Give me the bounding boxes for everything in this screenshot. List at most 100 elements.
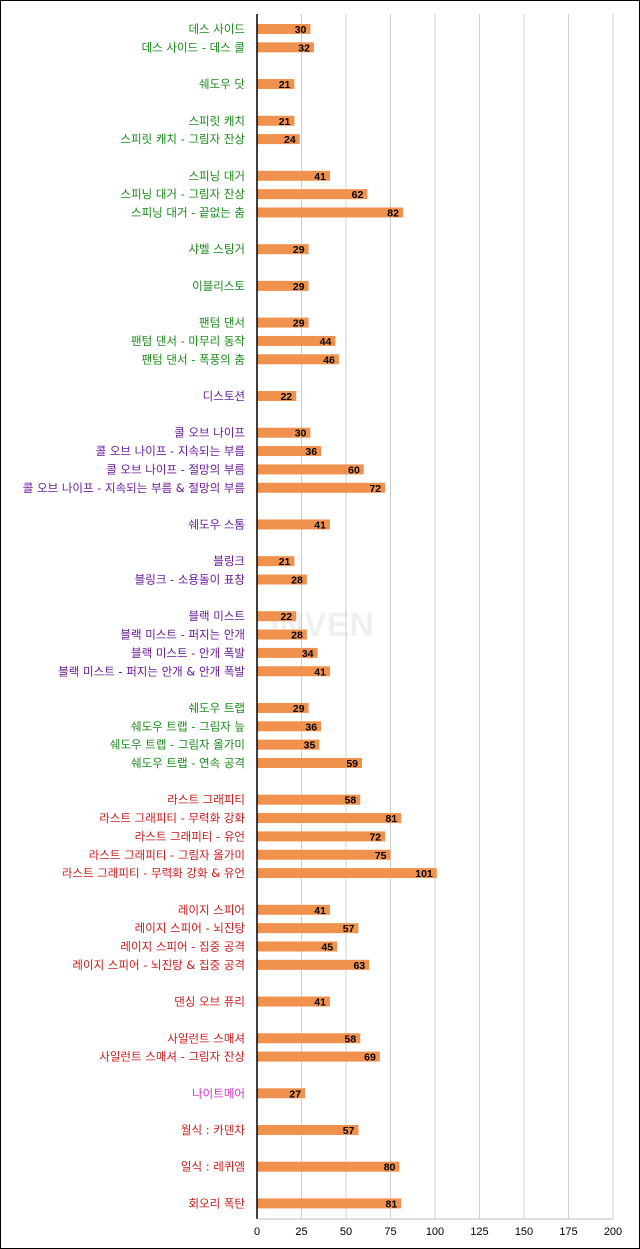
category-label: 라스트 그래피티 - 무력화 강화: [99, 811, 245, 825]
bar: [257, 1051, 380, 1062]
bar: [257, 280, 309, 291]
category-label: 스피닝 대거: [188, 169, 245, 183]
bar-value-label: 41: [314, 171, 326, 183]
bar-value-label: 24: [284, 134, 296, 146]
gridlines: [301, 14, 614, 1219]
category-label: 블랙 미스트 - 퍼지는 안개: [120, 628, 245, 642]
bar: [257, 1125, 359, 1135]
bar: [257, 1161, 400, 1172]
bar-value-label: 82: [387, 208, 399, 220]
bar-value-label: 22: [280, 611, 292, 623]
bar: [257, 1198, 402, 1209]
bar-value-label: 35: [304, 740, 316, 752]
category-label: 레이지 스피어 - 집중 공격: [120, 940, 245, 954]
category-label: 콜 오브 나이프: [174, 426, 245, 440]
x-tick-label: 25: [295, 1226, 307, 1238]
bar-value-label: 30: [295, 428, 307, 440]
category-label: 쉐도우 트랩 - 그림자 늪: [131, 719, 245, 733]
category-label: 콜 오브 나이프 - 지속되는 부름 & 절망의 부름: [23, 481, 245, 495]
category-label: 스피릿 캐치 - 그림자 잔상: [120, 132, 245, 146]
bar-value-label: 41: [314, 905, 326, 917]
bar-value-label: 29: [293, 318, 305, 330]
bar: [257, 758, 363, 768]
bar-value-label: 59: [346, 758, 358, 770]
bar-value-label: 41: [314, 519, 326, 531]
category-label: 블랙 미스트 - 안개 폭발: [131, 646, 245, 660]
bar: [257, 464, 364, 475]
bar: [257, 556, 295, 567]
bar: [257, 996, 330, 1007]
bar-value-label: 72: [369, 483, 381, 495]
bar: [257, 519, 330, 530]
bar: [257, 170, 330, 181]
bar-value-label: 41: [314, 666, 326, 678]
x-tick-label: 125: [470, 1226, 488, 1238]
bar-value-label: 21: [279, 79, 291, 91]
bar: [257, 813, 402, 824]
bar: [257, 354, 339, 365]
bar: [257, 42, 314, 53]
category-label: 사일런트 스매셔 - 그림자 잔상: [99, 1050, 245, 1064]
bar: [257, 923, 359, 934]
bar-value-label: 57: [343, 923, 355, 935]
bar: [257, 959, 370, 970]
category-label: 팬텀 댄서 - 마무리 동작: [131, 334, 245, 348]
category-label: 데스 사이드: [188, 22, 245, 36]
bar: [257, 629, 307, 640]
bar-value-label: 28: [291, 575, 303, 587]
x-tick-label: 50: [340, 1226, 352, 1238]
bar-value-label: 60: [348, 464, 360, 476]
x-tick-label: 150: [515, 1226, 533, 1238]
bar-value-label: 30: [295, 24, 307, 36]
category-label: 블링크: [213, 554, 245, 568]
bar-value-label: 29: [293, 244, 305, 256]
category-label: 콜 오브 나이프 - 지속되는 부름: [96, 444, 245, 458]
bar: [257, 1088, 306, 1099]
bar-value-label: 57: [343, 1125, 355, 1137]
bar: [257, 482, 386, 493]
bar-value-label: 80: [384, 1162, 396, 1174]
category-label: 월식 : 카덴차: [181, 1123, 246, 1137]
bar: [257, 335, 336, 346]
category-label: 사일런트 스매셔: [167, 1031, 245, 1045]
bar: [257, 427, 311, 438]
category-label: 댄싱 오브 퓨리: [174, 995, 245, 1009]
x-tick-label: 0: [254, 1226, 260, 1238]
bar-value-label: 36: [305, 446, 317, 458]
category-label: 레이지 스피어: [178, 903, 245, 917]
x-tick-label: 75: [384, 1226, 396, 1238]
category-label: 라스트 그래피티 - 유언: [135, 829, 245, 843]
bar-value-label: 28: [291, 630, 303, 642]
bar-value-label: 45: [321, 942, 333, 954]
x-tick-label: 175: [559, 1226, 577, 1238]
bar: [257, 207, 403, 218]
bar-value-label: 58: [345, 1033, 357, 1045]
bar: [257, 666, 330, 677]
bar: [257, 134, 300, 145]
bar-value-label: 75: [375, 850, 387, 862]
bar-value-label: 101: [415, 868, 433, 880]
category-label: 디스토션: [203, 389, 245, 403]
category-label: 팬텀 댄서 - 폭풍의 춤: [142, 352, 245, 366]
bar: [257, 849, 391, 860]
category-label: 데스 사이드 - 데스 콜: [142, 40, 245, 54]
bar-value-label: 44: [320, 336, 332, 348]
bar-value-label: 32: [298, 42, 310, 54]
bar-value-label: 21: [279, 116, 291, 128]
category-label: 스피닝 대거 - 그림자 잔상: [120, 187, 245, 201]
category-label: 라스트 그래피티 - 무력화 강화 & 유언: [62, 866, 245, 880]
category-label: 콜 오브 나이프 - 절망의 부름: [106, 462, 245, 476]
bar-value-label: 27: [289, 1088, 301, 1100]
bar: [257, 831, 386, 842]
category-label: 쉐도우 트랩 - 그림자 올가미: [110, 738, 245, 752]
category-label: 쉐도우 트랩 - 연속 공격: [131, 756, 245, 770]
bar: [257, 574, 307, 585]
category-label: 블랙 미스트: [188, 609, 245, 623]
category-label: 팬텀 댄서: [199, 316, 245, 330]
category-label: 회오리 폭탄: [188, 1196, 245, 1210]
bar-value-label: 29: [293, 703, 305, 715]
bar: [257, 446, 322, 457]
bar-value-label: 63: [353, 960, 365, 972]
